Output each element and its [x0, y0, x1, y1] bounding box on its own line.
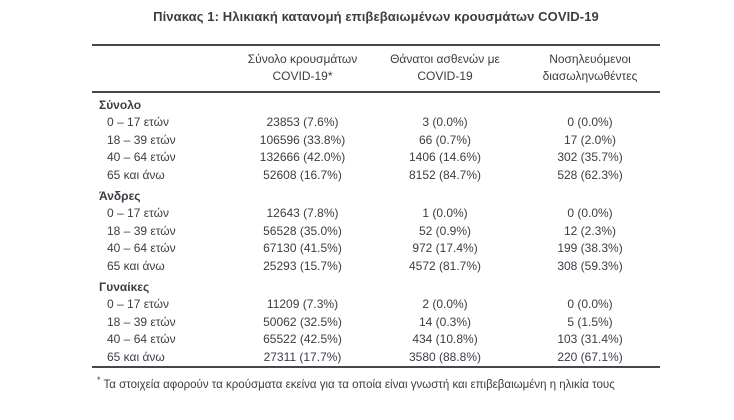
section-label: Σύνολο: [99, 98, 142, 112]
column-header-line1: Σύνολο κρουσμάτων: [247, 52, 358, 66]
footnote-text: Τα στοιχεία αφορούν τα κρούσματα εκείνα …: [103, 378, 615, 391]
section-header-row: Άνδρες: [92, 184, 660, 205]
column-header-total-cases: Σύνολο κρουσμάτων COVID-19*: [235, 51, 370, 85]
column-header-line1: Θάνατοι ασθενών με: [390, 52, 500, 66]
value-cell: 199 (38.3%): [557, 241, 623, 255]
value-cell: 0 (0.0%): [567, 206, 613, 220]
table-row: 40 – 64 ετών 67130 (41.5%) 972 (17.4%) 199 …: [92, 240, 660, 258]
age-group-label: 0 – 17 ετών: [107, 115, 169, 129]
value-cell: 106596 (33.8%): [259, 132, 346, 147]
value-cell: 3580 (88.8%): [408, 349, 482, 364]
value-cell: 12 (2.3%): [563, 223, 617, 238]
column-header-line2: διασωληνωθέντες: [542, 69, 638, 83]
table-row: 18 – 39 ετών 106596 (33.8%) 66 (0.7%) 17 (2…: [92, 132, 660, 150]
value-cell: 52 (0.9%): [418, 223, 472, 238]
value-cell: 434 (10.8%): [412, 332, 478, 346]
value-cell: 8152 (84.7%): [408, 167, 482, 182]
value-cell: 66 (0.7%): [418, 132, 472, 147]
value-cell: 14 (0.3%): [418, 314, 472, 329]
column-header-deaths: Θάνατοι ασθενών με COVID-19: [370, 51, 520, 85]
table-row: 65 και άνω 52608 (16.7%) 8152 (84.7%) 528 (…: [92, 167, 660, 185]
value-cell: 308 (59.3%): [557, 258, 623, 273]
column-header-line2: COVID-19*: [272, 69, 333, 83]
value-cell: 132666 (42.0%): [259, 150, 346, 164]
value-cell: 5 (1.5%): [567, 314, 613, 329]
age-group-label: 40 – 64 ετών: [107, 241, 176, 255]
age-group-label: 65 και άνω: [107, 349, 165, 364]
table-bottom-rule: [92, 366, 660, 368]
header-bottom-rule: [92, 91, 660, 93]
value-cell: 52608 (16.7%): [263, 167, 342, 182]
value-cell: 0 (0.0%): [567, 115, 613, 129]
table-row: 65 και άνω 25293 (15.7%) 4572 (81.7%) 308 (…: [92, 258, 660, 276]
column-header-line1: Νοσηλευόμενοι: [549, 52, 631, 66]
value-cell: 3 (0.0%): [422, 115, 468, 129]
value-cell: 25293 (15.7%): [263, 258, 342, 273]
section-header-row: Σύνολο: [92, 93, 660, 114]
value-cell: 0 (0.0%): [567, 297, 613, 311]
column-header-intubated: Νοσηλευόμενοι διασωληνωθέντες: [520, 51, 660, 85]
table-row: 40 – 64 ετών 132666 (42.0%) 1406 (14.6%) 30…: [92, 149, 660, 167]
table-row: 40 – 64 ετών 65522 (42.5%) 434 (10.8%) 103 …: [92, 331, 660, 349]
table-row: 0 – 17 ετών 11209 (7.3%) 2 (0.0%) 0 (0.0%): [92, 296, 660, 314]
value-cell: 4572 (81.7%): [408, 258, 482, 273]
age-group-label: 18 – 39 ετών: [107, 223, 176, 238]
section-label: Γυναίκες: [99, 280, 150, 294]
value-cell: 1406 (14.6%): [408, 150, 482, 164]
value-cell: 2 (0.0%): [422, 297, 468, 311]
value-cell: 12643 (7.8%): [266, 206, 339, 220]
table-row: 18 – 39 ετών 56528 (35.0%) 52 (0.9%) 12 (2.…: [92, 223, 660, 241]
value-cell: 11209 (7.3%): [266, 297, 339, 311]
age-group-label: 65 και άνω: [107, 258, 165, 273]
value-cell: 65522 (42.5%): [263, 332, 342, 346]
value-cell: 220 (67.1%): [557, 349, 623, 364]
value-cell: 67130 (41.5%): [263, 241, 342, 255]
value-cell: 103 (31.4%): [557, 332, 623, 346]
table-row: 0 – 17 ετών 12643 (7.8%) 1 (0.0%) 0 (0.0%): [92, 205, 660, 223]
value-cell: 528 (62.3%): [557, 167, 623, 182]
age-group-label: 40 – 64 ετών: [107, 150, 176, 164]
age-group-label: 40 – 64 ετών: [107, 332, 176, 346]
age-group-label: 0 – 17 ετών: [107, 297, 169, 311]
table-footnote: * Τα στοιχεία αφορούν τα κρούσματα εκείνα…: [92, 368, 660, 393]
value-cell: 27311 (17.7%): [263, 349, 342, 364]
value-cell: 972 (17.4%): [412, 241, 478, 255]
table-body: Σύνολο 0 – 17 ετών 23853 (7.6%) 3 (0.0%) 0 (…: [92, 93, 660, 366]
report-page: Πίνακας 1: Ηλικιακή κατανομή επιβεβαιωμέ…: [0, 9, 734, 420]
footnote-asterisk: *: [97, 375, 101, 385]
table-header-row: Σύνολο κρουσμάτων COVID-19* Θάνατοι ασθε…: [92, 46, 660, 91]
section-header-row: Γυναίκες: [92, 275, 660, 296]
table-row: 0 – 17 ετών 23853 (7.6%) 3 (0.0%) 0 (0.0%): [92, 114, 660, 132]
covid-age-distribution-table: Σύνολο κρουσμάτων COVID-19* Θάνατοι ασθε…: [92, 44, 660, 393]
value-cell: 23853 (7.6%): [266, 115, 339, 129]
value-cell: 50062 (32.5%): [263, 314, 342, 329]
column-header-line2: COVID-19: [417, 69, 473, 83]
value-cell: 56528 (35.0%): [263, 223, 342, 238]
age-group-label: 18 – 39 ετών: [107, 132, 176, 147]
value-cell: 302 (35.7%): [557, 150, 623, 164]
table-row: 65 και άνω 27311 (17.7%) 3580 (88.8%) 220 (…: [92, 349, 660, 367]
table-top-rule: [92, 44, 660, 46]
age-group-label: 65 και άνω: [107, 167, 165, 182]
value-cell: 17 (2.0%): [563, 132, 617, 147]
section-label: Άνδρες: [99, 189, 141, 203]
table-row: 18 – 39 ετών 50062 (32.5%) 14 (0.3%) 5 (1.5…: [92, 314, 660, 332]
table-title: Πίνακας 1: Ηλικιακή κατανομή επιβεβαιωμέ…: [153, 9, 599, 24]
age-group-label: 18 – 39 ετών: [107, 314, 176, 329]
value-cell: 1 (0.0%): [422, 206, 468, 220]
age-group-label: 0 – 17 ετών: [107, 206, 169, 220]
